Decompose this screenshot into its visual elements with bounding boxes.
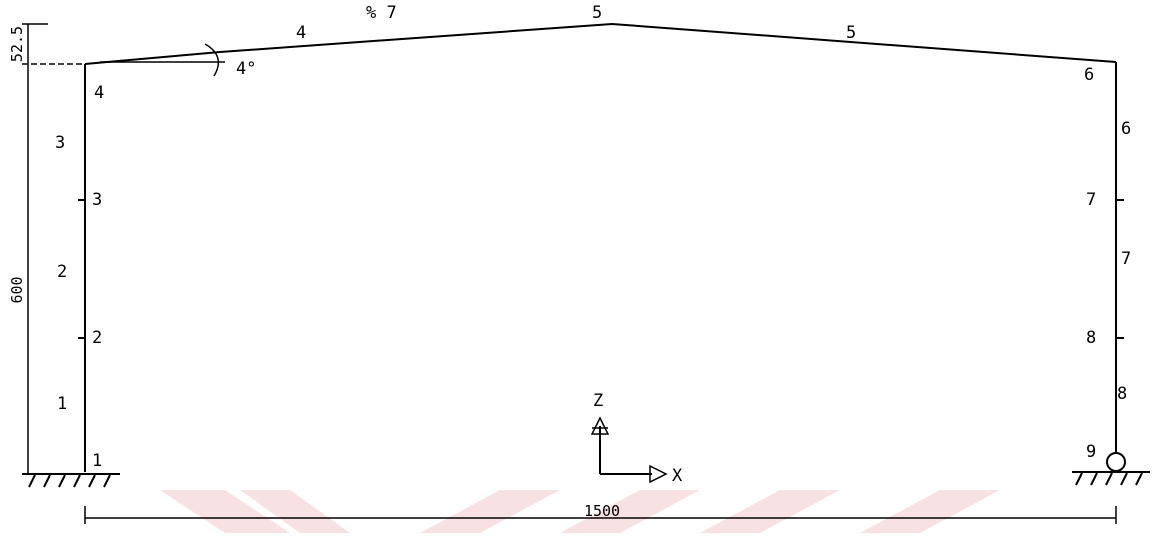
span-dimension [84, 506, 1117, 524]
slope-percent-label: % 7 [366, 3, 397, 23]
rise-label: 52.5 [8, 26, 26, 62]
node-label: 1 [92, 451, 102, 471]
node-label: 3 [92, 190, 102, 210]
element-label: 7 [1121, 249, 1131, 269]
axes-indicator [590, 416, 668, 484]
watermark [160, 490, 1000, 533]
slope-angle-label: 4° [236, 59, 256, 79]
element-label: 4 [296, 23, 306, 43]
node-label: 9 [1086, 442, 1096, 462]
rafter-labels: 4 5 5 [296, 3, 856, 43]
pin-support-right [1072, 452, 1150, 486]
x-axis-label: X [672, 466, 683, 486]
node-ticks [78, 199, 1124, 339]
node-label: 7 [1086, 190, 1096, 210]
element-label: 8 [1117, 384, 1127, 404]
right-column-labels: 6 7 8 9 6 7 8 [1084, 65, 1131, 462]
node-label: 2 [92, 328, 102, 348]
node-label: 4 [94, 83, 104, 103]
element-label: 1 [57, 394, 67, 414]
fixed-support-left [22, 473, 120, 488]
element-label: 3 [55, 133, 65, 153]
node-label: 6 [1084, 65, 1094, 85]
eave-height-label: 600 [8, 276, 26, 303]
element-label: 6 [1121, 119, 1131, 139]
element-label: 5 [846, 23, 856, 43]
span-label: 1500 [584, 502, 620, 520]
rafters [84, 22, 1117, 65]
left-column-labels: 1 2 3 4 1 2 3 [55, 83, 104, 471]
element-label: 2 [57, 262, 67, 282]
node-label: 8 [1086, 328, 1096, 348]
node-label: 5 [592, 3, 602, 23]
frame-members [84, 22, 1117, 472]
z-axis-label: Z [593, 391, 603, 411]
slope-angle-mark [100, 43, 225, 77]
height-dimension [22, 23, 85, 474]
